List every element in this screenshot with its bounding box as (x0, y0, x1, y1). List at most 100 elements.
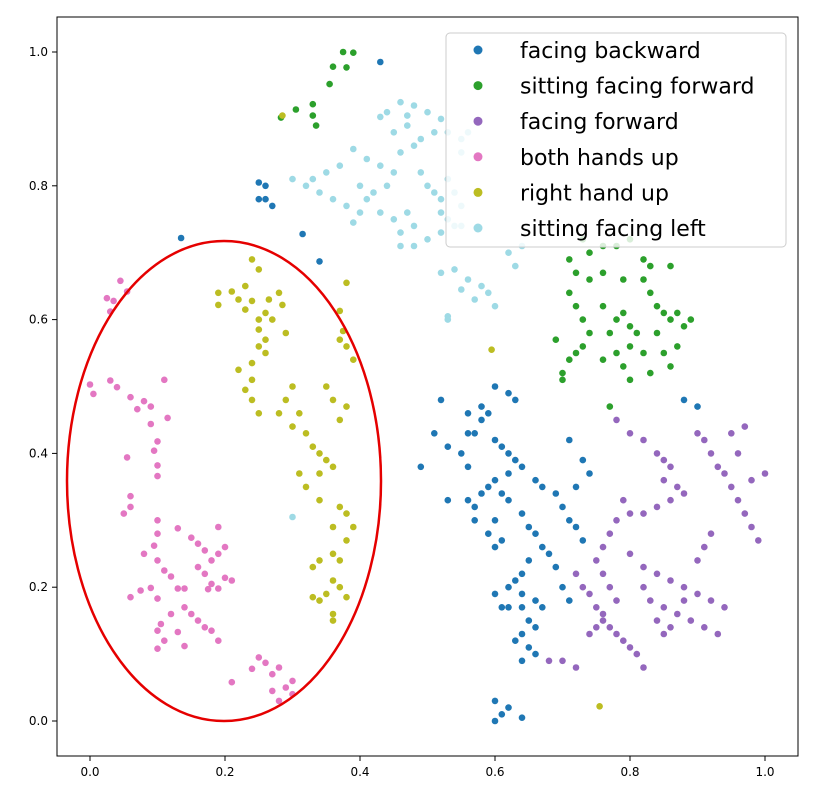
data-point (289, 513, 296, 521)
data-point (653, 617, 661, 624)
data-point (86, 381, 94, 388)
data-point (734, 450, 742, 457)
data-point (613, 630, 620, 638)
data-point (660, 349, 668, 357)
data-point (599, 302, 607, 310)
data-point (339, 48, 347, 56)
data-point (383, 182, 391, 190)
data-point (660, 630, 668, 638)
data-point (701, 543, 708, 551)
data-point (572, 570, 580, 578)
x-tick-label: 0.4 (350, 765, 369, 779)
data-point (444, 496, 452, 504)
data-point (336, 416, 344, 424)
data-point (123, 454, 131, 461)
data-point (248, 359, 256, 367)
data-point (593, 604, 600, 611)
data-point (174, 525, 182, 532)
data-point (505, 604, 512, 611)
data-point (208, 580, 215, 588)
data-point (431, 189, 438, 196)
data-point (653, 302, 661, 310)
data-point (316, 470, 323, 477)
data-point (593, 557, 600, 564)
data-point (512, 577, 519, 584)
data-point (491, 517, 499, 524)
data-point (566, 436, 573, 444)
data-point (458, 450, 465, 457)
data-point (350, 49, 357, 56)
data-point (687, 617, 695, 624)
data-point (174, 585, 182, 592)
data-point (221, 543, 229, 551)
data-point (707, 597, 715, 604)
series-3 (86, 277, 296, 705)
data-point (336, 162, 344, 169)
legend-marker (473, 223, 483, 233)
series-0 (177, 58, 701, 725)
data-point (113, 383, 121, 391)
data-point (117, 277, 124, 285)
data-point (309, 175, 317, 183)
data-point (498, 604, 506, 611)
x-tick-label: 0.2 (215, 765, 234, 779)
data-point (518, 604, 526, 611)
data-point (694, 403, 701, 410)
data-point (485, 530, 492, 537)
data-point (377, 113, 384, 121)
data-point (356, 182, 364, 190)
data-point (323, 383, 330, 390)
data-point (444, 313, 452, 320)
data-point (289, 383, 296, 390)
data-point (316, 450, 323, 457)
data-point (518, 630, 526, 638)
data-point (343, 64, 350, 71)
data-point (424, 108, 431, 116)
data-point (586, 249, 593, 256)
data-point (201, 624, 209, 631)
data-point (674, 343, 681, 350)
data-point (518, 590, 526, 598)
data-point (262, 309, 269, 317)
data-point (350, 356, 357, 364)
data-point (613, 316, 620, 323)
data-point (275, 664, 283, 671)
data-point (505, 249, 512, 256)
data-point (491, 476, 499, 484)
data-point (147, 420, 155, 428)
data-point (150, 542, 158, 549)
data-point (316, 496, 323, 504)
data-point (437, 115, 445, 123)
highlight-ellipse (65, 239, 383, 723)
data-point (437, 195, 445, 203)
data-point (343, 279, 350, 287)
data-point (714, 630, 722, 638)
data-point (660, 309, 668, 317)
data-point (559, 369, 566, 377)
data-point (728, 483, 735, 491)
data-point (181, 585, 188, 592)
data-point (404, 122, 411, 129)
data-point (505, 704, 512, 711)
data-point (350, 145, 357, 153)
legend-box (445, 32, 787, 248)
data-point (613, 349, 620, 357)
data-point (559, 376, 566, 384)
data-point (512, 396, 519, 404)
data-point (140, 550, 148, 558)
data-point (269, 316, 276, 323)
legend-marker (473, 116, 483, 126)
data-point (647, 262, 654, 270)
data-point (215, 550, 222, 558)
data-point (606, 530, 614, 537)
data-point (505, 583, 512, 591)
data-point (620, 637, 627, 644)
data-point (343, 202, 350, 210)
data-point (248, 396, 256, 404)
data-point (275, 410, 283, 417)
data-point (431, 430, 438, 437)
data-point (721, 604, 728, 611)
data-point (728, 430, 735, 437)
data-point (282, 684, 290, 691)
